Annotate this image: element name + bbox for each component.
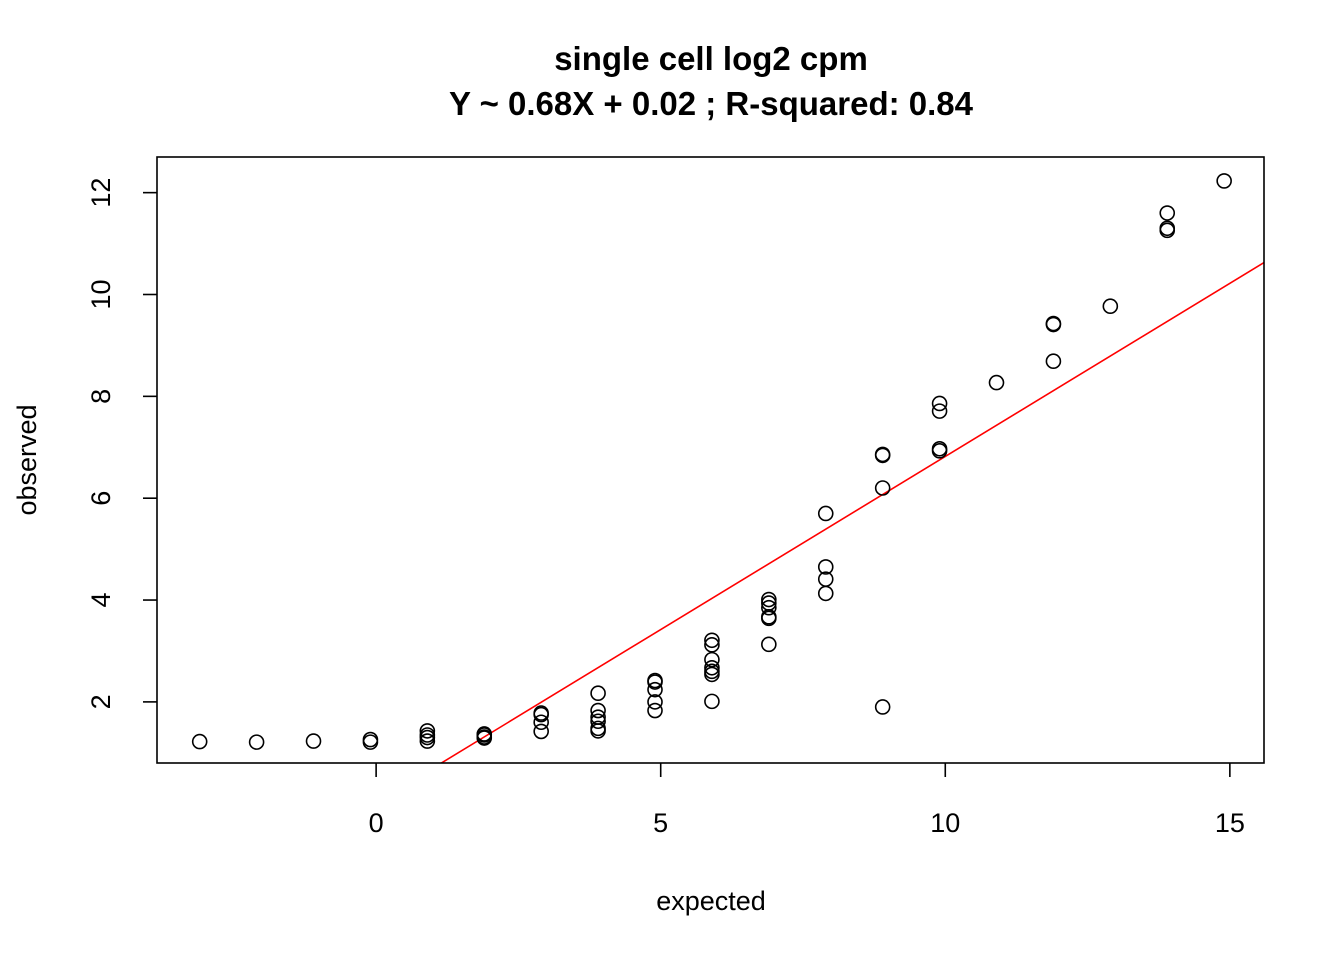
data-point: [533, 723, 549, 740]
data-point: [419, 733, 436, 749]
data-point: [704, 663, 720, 680]
data-point: [305, 733, 322, 749]
y-tick-label: 4: [86, 593, 116, 608]
data-point: [191, 733, 208, 750]
data-point: [647, 702, 663, 719]
data-point: [704, 637, 720, 653]
x-axis-label: expected: [656, 886, 766, 916]
data-point: [817, 505, 834, 522]
data-point: [1159, 205, 1176, 221]
y-tick-label: 8: [86, 389, 116, 404]
data-point: [761, 591, 777, 608]
data-point: [647, 681, 663, 698]
y-tick-label: 6: [86, 491, 116, 506]
data-point: [248, 734, 265, 750]
data-point: [647, 672, 663, 689]
y-tick-label: 2: [86, 694, 116, 709]
data-points: [191, 173, 1232, 750]
data-point: [590, 720, 606, 737]
data-point: [874, 699, 891, 715]
data-point: [1159, 220, 1176, 237]
plot-frame: [156, 156, 1265, 764]
data-point: [874, 446, 891, 463]
data-point: [931, 395, 948, 412]
data-point: [362, 731, 379, 748]
data-point: [1102, 298, 1119, 315]
data-point: [988, 374, 1005, 391]
data-point: [647, 694, 663, 710]
data-point: [1045, 315, 1062, 332]
data-point: [817, 571, 834, 587]
data-point: [419, 727, 436, 743]
data-point: [931, 403, 948, 419]
data-point: [590, 709, 606, 725]
y-axis: 2 4 6 8 10 12: [86, 178, 157, 709]
data-point: [704, 659, 720, 676]
y-tick-label: 10: [86, 279, 116, 309]
data-point: [590, 713, 606, 730]
data-point: [533, 714, 549, 731]
data-point: [817, 585, 834, 602]
x-tick-label: 5: [653, 808, 668, 838]
data-point: [1045, 353, 1062, 370]
x-tick-label: 0: [369, 808, 384, 838]
regression-line: [439, 261, 1264, 763]
data-point: [817, 559, 834, 575]
data-point: [761, 595, 777, 611]
data-point: [590, 685, 606, 702]
chart-subtitle: Y ~ 0.68X + 0.02 ; R-squared: 0.84: [449, 85, 974, 122]
data-point: [704, 632, 720, 649]
x-axis: 0 5 10 15: [369, 763, 1245, 838]
y-axis-label: observed: [12, 404, 42, 515]
data-point: [761, 599, 777, 616]
data-point: [590, 702, 606, 719]
chart-title: single cell log2 cpm: [554, 40, 868, 77]
data-point: [931, 440, 948, 457]
data-point: [476, 726, 493, 742]
x-tick-label: 15: [1215, 808, 1245, 838]
data-point: [761, 636, 777, 653]
data-point: [533, 705, 549, 721]
x-tick-label: 10: [930, 808, 960, 838]
data-point: [874, 480, 891, 496]
y-tick-label: 12: [86, 178, 116, 208]
data-point: [704, 693, 720, 710]
data-point: [1216, 173, 1232, 189]
data-point: [419, 723, 436, 739]
